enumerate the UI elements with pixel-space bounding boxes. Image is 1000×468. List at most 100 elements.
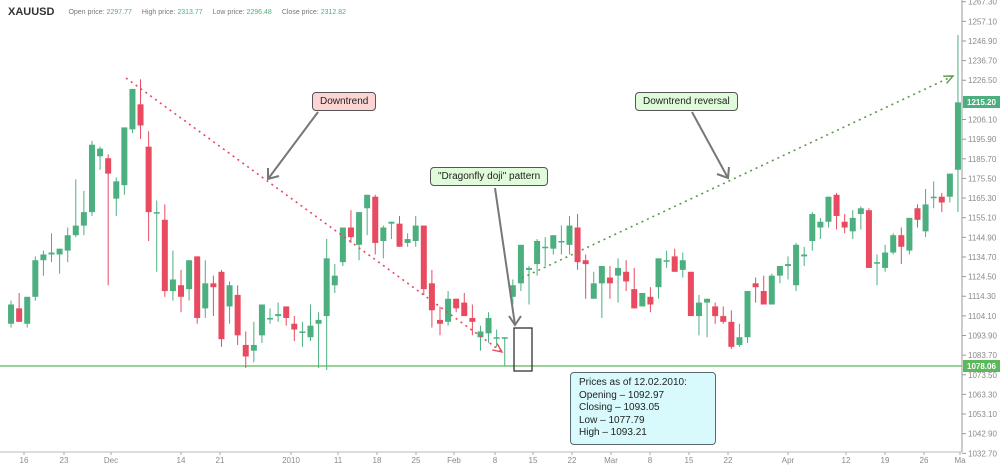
- candle: [574, 214, 581, 270]
- candle: [64, 227, 71, 263]
- candle: [299, 321, 306, 347]
- candle: [606, 266, 613, 299]
- candle: [615, 258, 622, 303]
- time-tick-label: Dec: [104, 456, 118, 465]
- candle: [550, 235, 557, 255]
- reversal-pointer-arrow: [691, 111, 729, 179]
- candle: [914, 204, 921, 228]
- dragonfly-pointer-arrow: [494, 187, 516, 326]
- candle: [776, 266, 783, 284]
- candle: [48, 233, 55, 263]
- candle: [307, 304, 314, 342]
- price-tick-label: 1114.30: [968, 292, 996, 301]
- time-axis[interactable]: 16 23 Dec 14 21 2010 11 18 25 Feb 8 15 22 Mar 8 15 22 Apr…: [20, 452, 967, 465]
- price-tick-label: 1206.10: [968, 116, 997, 125]
- downtrend-trendline: [125, 77, 503, 353]
- candle: [88, 140, 95, 216]
- candle: [347, 210, 354, 243]
- price-tick-label: 1134.70: [968, 253, 997, 262]
- time-tick-label: 21: [216, 456, 225, 465]
- candle: [331, 264, 338, 293]
- dragonfly-highlight-box: [513, 327, 533, 372]
- price-tag-label: 1078.06: [967, 362, 996, 371]
- time-tick-label: 8: [648, 456, 653, 465]
- price-tick-label: 1175.50: [968, 174, 997, 183]
- candle: [339, 227, 346, 267]
- low-price: Low price: 2296.48: [212, 8, 272, 16]
- candle: [922, 189, 929, 238]
- downtrend-pointer-arrow: [267, 111, 319, 180]
- price-info-box: Prices as of 12.02.2010: Opening – 1092.…: [570, 372, 716, 445]
- price-tick-label: 1063.30: [968, 390, 997, 399]
- candle: [631, 267, 638, 309]
- candle: [534, 239, 541, 276]
- time-tick-label: 2010: [282, 456, 300, 465]
- candle: [728, 310, 735, 349]
- candle: [477, 325, 484, 351]
- candle: [768, 273, 775, 305]
- candle: [80, 190, 87, 236]
- info-opening: Opening – 1092.97: [579, 389, 665, 401]
- candle: [623, 260, 630, 292]
- price-tick-label: 1236.70: [968, 57, 997, 66]
- time-tick-label: 19: [881, 456, 890, 465]
- price-tick-label: 1257.10: [968, 17, 997, 26]
- downtrend-arrowhead-icon: [492, 343, 504, 354]
- candle: [898, 227, 905, 265]
- candle: [930, 181, 937, 209]
- reversal-arrowhead-icon: [716, 166, 730, 180]
- candle: [380, 225, 387, 259]
- candle: [32, 256, 39, 301]
- price-axis[interactable]: 1267.30 1257.10 1246.90 1236.70 1226.50 1206.…: [962, 0, 997, 458]
- time-tick-label: Ma: [954, 456, 966, 465]
- price-tags: 1215.20 1078.06: [963, 96, 1000, 372]
- price-tick-label: 1104.10: [968, 312, 997, 321]
- candle: [946, 173, 953, 203]
- candle: [744, 291, 751, 344]
- candle: [250, 321, 257, 363]
- price-tick-label: 1195.90: [968, 135, 997, 144]
- candle: [833, 192, 840, 230]
- candle: [817, 217, 824, 240]
- downtrend-reversal-label: Downtrend reversal: [635, 92, 738, 111]
- time-tick-label: 15: [529, 456, 538, 465]
- candle: [436, 306, 443, 336]
- time-tick-label: 11: [334, 456, 343, 465]
- candle: [388, 221, 395, 240]
- candle: [801, 246, 808, 267]
- candle: [121, 127, 128, 195]
- candle: [874, 254, 881, 286]
- dragonfly-arrowhead-icon: [508, 315, 522, 327]
- candle: [8, 300, 15, 328]
- candle: [712, 302, 719, 324]
- candle: [453, 298, 460, 313]
- candle: [590, 271, 597, 299]
- candle: [679, 252, 686, 278]
- info-title: Prices as of 12.02.2010:: [579, 377, 687, 388]
- high-price: High price: 2313.77: [141, 8, 203, 16]
- candle: [526, 266, 533, 305]
- candle: [161, 204, 168, 297]
- candle: [291, 316, 298, 342]
- candle: [493, 329, 500, 347]
- candle: [882, 244, 889, 272]
- candle: [40, 250, 47, 276]
- candle: [695, 294, 702, 336]
- candle: [906, 217, 913, 255]
- candle: [517, 244, 524, 292]
- candle: [461, 292, 468, 317]
- time-tick-label: 22: [568, 456, 577, 465]
- candle: [194, 256, 201, 324]
- time-tick-label: 8: [493, 456, 498, 465]
- price-tick-label: 1226.50: [968, 76, 997, 85]
- candle: [760, 275, 767, 305]
- candle: [558, 225, 565, 255]
- candle: [364, 194, 371, 236]
- candle: [598, 266, 605, 318]
- candle: [841, 214, 848, 234]
- price-tick-label: 1042.90: [968, 430, 997, 439]
- candle: [242, 331, 249, 369]
- candle: [153, 200, 160, 272]
- candles: [8, 35, 961, 370]
